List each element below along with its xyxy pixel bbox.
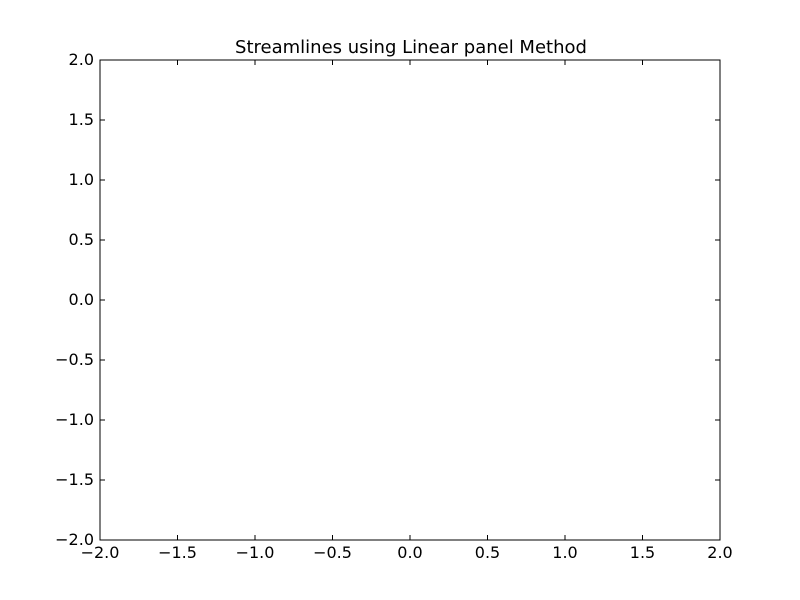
- y-tick-label: −1.0: [55, 410, 94, 429]
- y-tick-label: 1.5: [69, 110, 94, 129]
- x-tick-label: 2.0: [707, 543, 732, 562]
- x-tick-label: −2.0: [81, 543, 120, 562]
- y-axis: −2.0 −1.5 −1.0 −0.5 0.0 0.5 1.0 1.5 2.0: [55, 50, 720, 549]
- x-tick-label: −1.5: [158, 543, 197, 562]
- y-tick-label: −0.5: [55, 350, 94, 369]
- x-tick-label: −0.5: [313, 543, 352, 562]
- plot-area: [99, 59, 721, 541]
- x-tick-label: 1.0: [552, 543, 577, 562]
- x-tick-label: −1.0: [236, 543, 275, 562]
- x-tick-label: 0.5: [475, 543, 500, 562]
- y-tick-label: 2.0: [69, 50, 94, 69]
- x-tick-label: 1.5: [630, 543, 655, 562]
- x-axis: −2.0 −1.5 −1.0 −0.5 0.0 0.5 1.0 1.5 2.0: [81, 60, 733, 562]
- y-tick-label: −2.0: [55, 530, 94, 549]
- y-tick-label: 0.0: [69, 290, 94, 309]
- y-tick-label: 0.5: [69, 230, 94, 249]
- chart-title: Streamlines using Linear panel Method: [235, 37, 587, 58]
- y-tick-label: 1.0: [69, 170, 94, 189]
- y-tick-label: −1.5: [55, 470, 94, 489]
- x-tick-label: 0.0: [397, 543, 422, 562]
